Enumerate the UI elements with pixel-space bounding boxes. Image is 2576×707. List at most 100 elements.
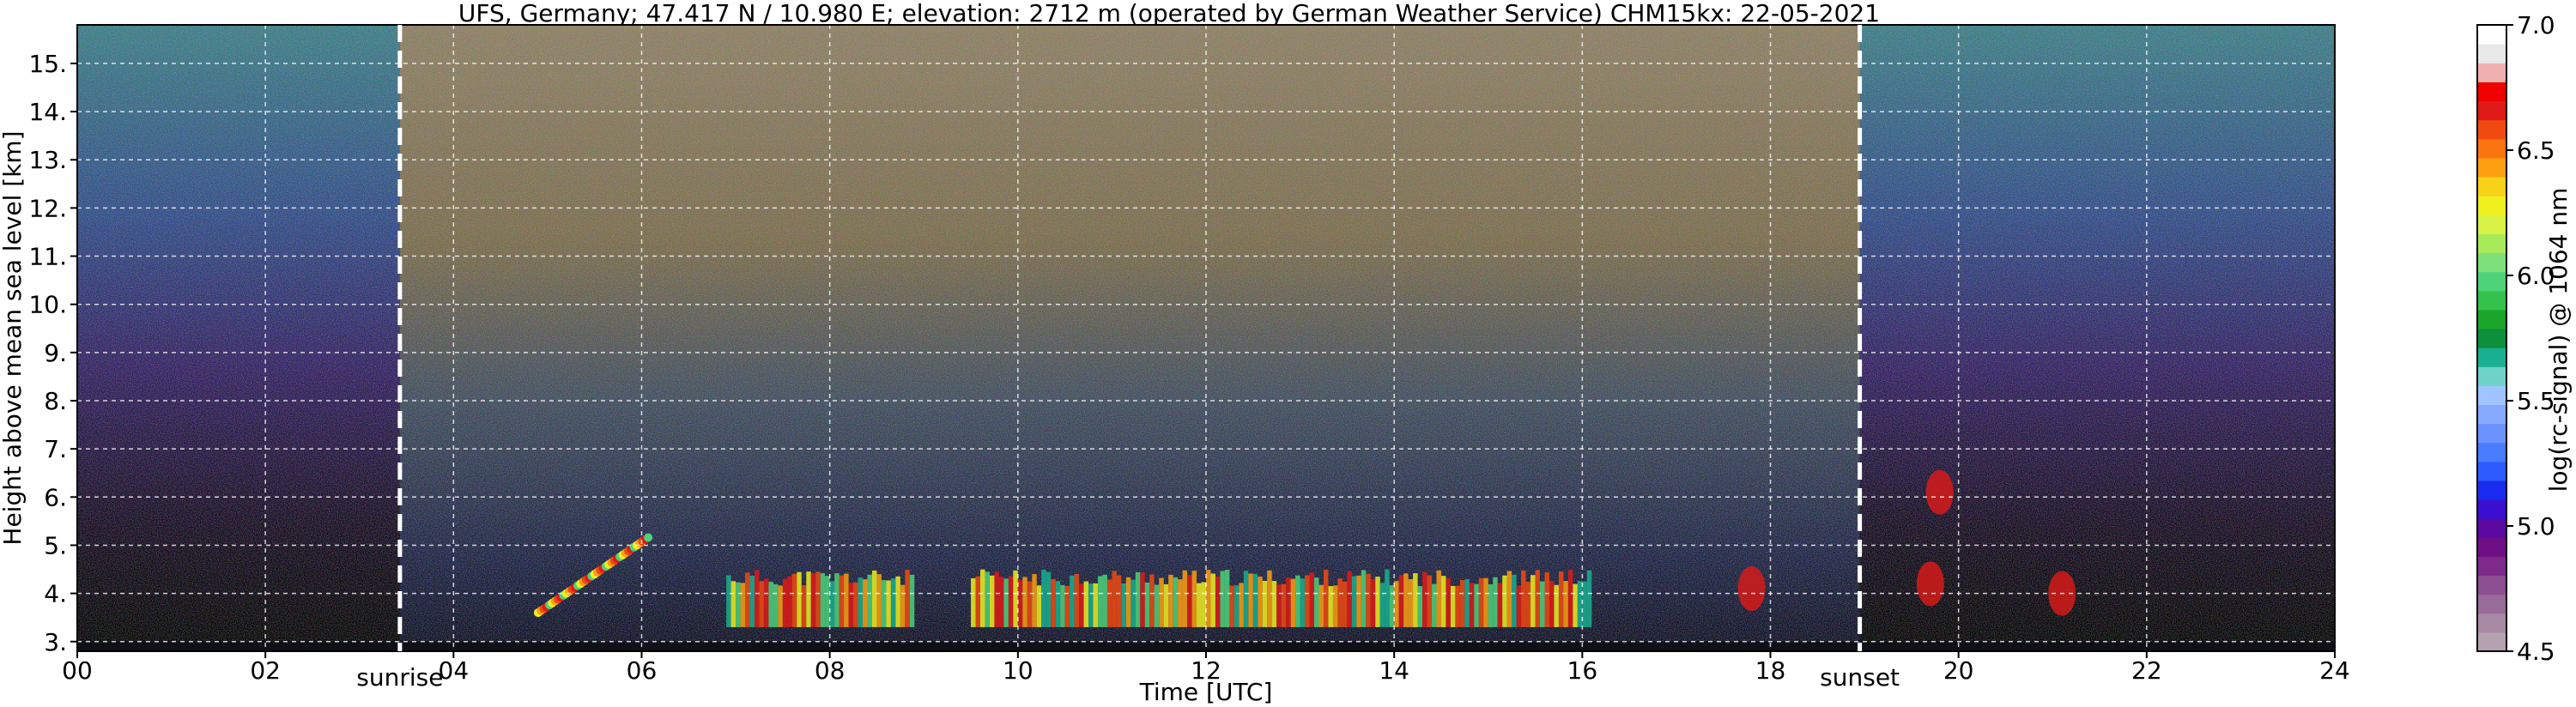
y-tick-label: 8.: [44, 387, 67, 415]
colorbar-swatch: [2477, 404, 2506, 425]
cloud-layer-segment: [1474, 583, 1479, 627]
cloud-layer-segment: [1239, 583, 1244, 627]
cloud-layer-segment: [1032, 574, 1037, 627]
cloud-layer-segment: [1144, 582, 1150, 627]
cloud-layer-segment: [1074, 573, 1080, 627]
colorbar-swatch: [2477, 575, 2506, 595]
cloud-layer-segment: [1173, 577, 1179, 627]
colorbar: 4.5 5.0 5.5 6.0 6.5 7.0: [2476, 11, 2555, 666]
cloud-layer-segment: [1017, 579, 1023, 627]
y-tick-label: 11.: [28, 243, 67, 271]
x-tick-label: 16: [1567, 656, 1598, 685]
colorbar-swatch: [2477, 44, 2506, 63]
cloud-layer-segment: [1558, 571, 1564, 627]
colorbar-swatch: [2477, 537, 2506, 557]
cloud-layer-segment: [1125, 577, 1131, 627]
colorbar-frame: [2476, 24, 2507, 652]
y-axis-label: Height above mean sea level [km]: [0, 130, 27, 545]
cloud-layer-segment: [806, 571, 811, 627]
cloud-layer-segment: [782, 578, 788, 627]
cloud-layer-segment: [801, 584, 807, 627]
cloud-layer-segment: [971, 577, 976, 627]
cloud-layer-segment: [1300, 578, 1306, 627]
cloud-layer-segment: [1389, 585, 1395, 627]
cloud-layer-segment: [745, 572, 750, 627]
cloud-layer-segment: [905, 570, 910, 627]
y-tick-label: 5.: [44, 531, 67, 559]
cloud-layer-segment: [886, 580, 891, 627]
cloud-layer-segment: [1281, 583, 1287, 627]
cloud-layer-segment: [1488, 584, 1494, 627]
cloud-layer-segment: [985, 571, 990, 627]
colorbar-swatch: [2477, 119, 2506, 140]
cloud-layer-segment: [876, 574, 882, 627]
cloud-layer-segment: [1135, 571, 1141, 627]
cloud-layer-segment: [1549, 581, 1555, 627]
x-tick-label: 06: [627, 656, 658, 685]
cloud-layer-segment: [1106, 579, 1112, 627]
cloud-layer-segment: [740, 583, 746, 627]
cloud-layer-segment: [1375, 577, 1380, 627]
cloud-layer-segment: [825, 576, 830, 627]
colorbar-swatch: [2477, 461, 2506, 481]
cloud-layer-segment: [1201, 582, 1206, 627]
cloud-layer-segment: [1530, 575, 1536, 627]
cloud-layer-segment: [1060, 584, 1065, 627]
cloud-layer-segment: [1582, 581, 1587, 627]
cloud-layer-segment: [1309, 572, 1315, 627]
cloud-layer-segment: [1290, 578, 1296, 627]
colorbar-swatch: [2477, 271, 2506, 292]
cloud-layer-segment: [1563, 581, 1568, 627]
cloud-layer-segment: [989, 575, 995, 627]
cloud-layer-segment: [839, 575, 845, 627]
cloud-layer-segment: [730, 581, 736, 627]
x-tick-label: 04: [439, 656, 470, 685]
cloud-layer-segment: [1206, 570, 1211, 627]
colorbar-tick-label: 6.5: [2517, 136, 2555, 165]
y-tick-label: 3.: [44, 628, 67, 656]
cloud-layer-segment: [1295, 575, 1300, 627]
cloud-layer-segment: [1168, 574, 1173, 627]
cloud-layer-segment: [1130, 579, 1136, 627]
cloud-layer-segment: [1525, 582, 1531, 627]
colorbar-swatch: [2477, 613, 2506, 633]
cloud-layer-segment: [1229, 585, 1234, 627]
cloud-layer-segment: [1521, 570, 1526, 627]
cloud-layer-segment: [858, 577, 864, 627]
cloud-layer-segment: [1271, 581, 1277, 627]
colorbar-label: log(rc-signal) @ 1064 nm: [2544, 188, 2573, 492]
x-tick-label: 24: [2319, 656, 2350, 685]
y-tick-label: 6.: [44, 483, 67, 511]
cloud-patch: [1925, 469, 1954, 515]
cloud-layer-segment: [815, 571, 821, 627]
cloud-layer-segment: [980, 569, 985, 627]
cloud-layer-segment: [763, 578, 769, 627]
y-tick-label: 15.: [28, 50, 67, 78]
cloud-layer-segment: [1088, 583, 1094, 627]
cloud-layer-segment: [1450, 585, 1456, 627]
x-tick-label: 02: [250, 656, 281, 685]
colorbar-swatch: [2477, 82, 2506, 102]
colorbar-swatch: [2477, 63, 2506, 82]
colorbar-swatch: [2477, 366, 2506, 386]
x-tick-label: 22: [2131, 656, 2162, 685]
cloud-layer-segment: [1070, 575, 1075, 627]
colorbar-swatch: [2477, 631, 2506, 652]
cloud-layer-segment: [1370, 578, 1376, 627]
cloud-layer-segment: [778, 585, 783, 627]
cloud-layer-segment: [1258, 577, 1263, 627]
cloud-layer-segment: [909, 574, 915, 627]
cloud-layer-segment: [1046, 571, 1052, 627]
cloud-layer-segment: [1535, 570, 1541, 627]
cloud-layer-segment: [975, 576, 980, 627]
cloud-patch: [1916, 561, 1944, 607]
cloud-patch: [1737, 566, 1766, 611]
cloud-layer-segment: [1385, 569, 1390, 627]
cloud-layer-segment: [797, 571, 802, 627]
cloud-layer-segment: [1347, 571, 1352, 627]
cloud-layer-segment: [1051, 578, 1056, 627]
cloud-layer-segment: [871, 570, 877, 627]
chart-title: UFS, Germany; 47.417 N / 10.980 E; eleva…: [458, 0, 1880, 27]
cloud-layer-segment: [1342, 581, 1348, 627]
cloud-layer-segment: [848, 583, 854, 627]
